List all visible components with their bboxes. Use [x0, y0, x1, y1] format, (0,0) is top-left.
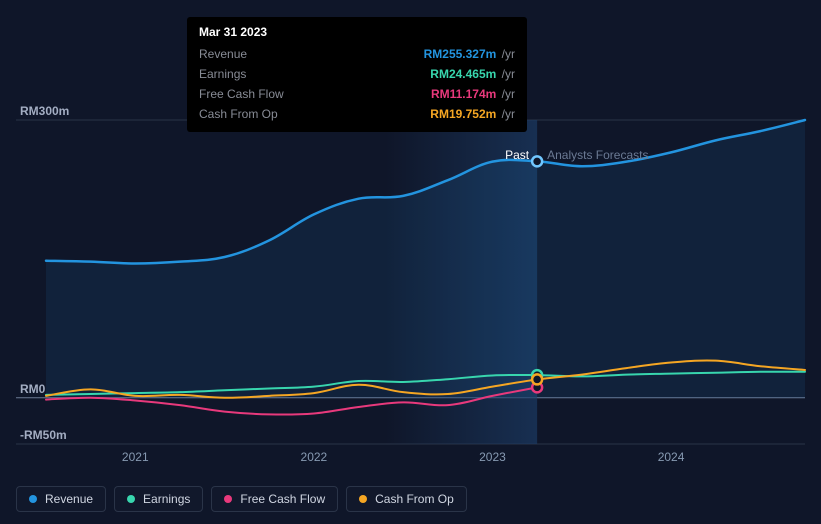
tooltip-value: RM11.174m /yr [431, 85, 515, 103]
legend-dot-icon [29, 495, 37, 503]
plot-area [16, 120, 805, 444]
legend-item-cash-from-op[interactable]: Cash From Op [346, 486, 467, 512]
past-label: Past [505, 148, 529, 162]
legend-label: Earnings [143, 492, 190, 506]
financials-chart: Mar 31 2023 RevenueRM255.327m /yrEarning… [0, 0, 821, 524]
tooltip-value: RM19.752m /yr [430, 105, 515, 123]
legend-label: Cash From Op [375, 492, 454, 506]
forecast-label: Analysts Forecasts [547, 148, 648, 162]
tooltip-value: RM24.465m /yr [430, 65, 515, 83]
legend-item-free-cash-flow[interactable]: Free Cash Flow [211, 486, 338, 512]
tooltip-date: Mar 31 2023 [199, 25, 515, 39]
x-axis-label: 2021 [122, 450, 149, 464]
series-marker [532, 374, 542, 384]
y-axis-label: -RM50m [20, 428, 67, 442]
chart-tooltip: Mar 31 2023 RevenueRM255.327m /yrEarning… [187, 17, 527, 132]
legend-dot-icon [359, 495, 367, 503]
tooltip-label: Revenue [199, 45, 247, 63]
tooltip-value: RM255.327m /yr [424, 45, 515, 63]
tooltip-row: Earnings RM24.465m /yr [199, 64, 515, 84]
x-axis-label: 2023 [479, 450, 506, 464]
legend-dot-icon [127, 495, 135, 503]
tooltip-row: Free Cash Flow RM11.174m /yr [199, 84, 515, 104]
legend-dot-icon [224, 495, 232, 503]
chart-legend: Revenue Earnings Free Cash Flow Cash From O… [16, 486, 467, 512]
tooltip-row: Cash From Op RM19.752m /yr [199, 104, 515, 124]
legend-label: Free Cash Flow [240, 492, 325, 506]
chart-svg [16, 120, 805, 444]
y-axis-label: RM0 [20, 382, 45, 396]
x-axis-label: 2024 [658, 450, 685, 464]
tooltip-label: Free Cash Flow [199, 85, 284, 103]
legend-label: Revenue [45, 492, 93, 506]
series-marker [532, 156, 542, 166]
legend-item-revenue[interactable]: Revenue [16, 486, 106, 512]
tooltip-label: Cash From Op [199, 105, 278, 123]
tooltip-label: Earnings [199, 65, 246, 83]
x-axis-label: 2022 [301, 450, 328, 464]
tooltip-row: Revenue RM255.327m /yr [199, 44, 515, 64]
y-axis-label: RM300m [20, 104, 69, 118]
legend-item-earnings[interactable]: Earnings [114, 486, 203, 512]
